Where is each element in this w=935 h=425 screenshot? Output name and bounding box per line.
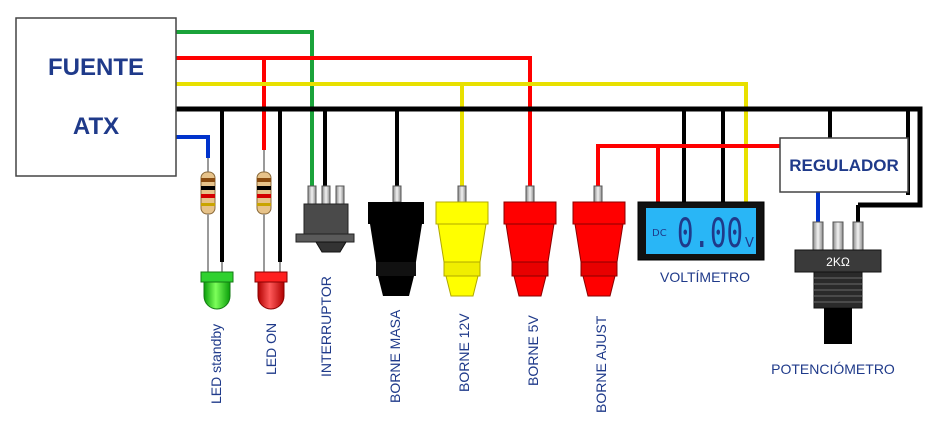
regulator: REGULADOR bbox=[779, 137, 909, 193]
label-post-5v: BORNE 5V bbox=[525, 315, 541, 386]
wire-black-bus bbox=[176, 106, 923, 208]
led-standby bbox=[200, 158, 234, 310]
post-adjust bbox=[572, 185, 626, 297]
voltmeter-value: 0.00 bbox=[677, 211, 743, 257]
psu-label-line1: FUENTE bbox=[48, 54, 144, 81]
voltmeter: DC 0.00 V bbox=[637, 201, 765, 261]
label-post-12v: BORNE 12V bbox=[456, 313, 472, 392]
wire-yellow-main bbox=[176, 82, 748, 202]
label-led-on: LED ON bbox=[263, 323, 279, 375]
post-12v bbox=[435, 185, 489, 297]
post-ground bbox=[368, 185, 424, 296]
resistor-icon bbox=[200, 171, 216, 215]
switch-icon bbox=[295, 185, 355, 253]
regulator-label: REGULADOR bbox=[789, 156, 899, 175]
led-on bbox=[254, 150, 288, 310]
voltmeter-unit: V bbox=[745, 236, 754, 251]
potentiometer-caption: POTENCIÓMETRO bbox=[771, 361, 895, 377]
wire-blue-standby bbox=[176, 135, 210, 158]
potentiometer-rating: 2KΩ bbox=[826, 255, 850, 269]
resistor-icon bbox=[256, 171, 272, 215]
label-post-ground: BORNE MASA bbox=[387, 309, 403, 403]
label-switch: INTERRUPTOR bbox=[318, 276, 334, 377]
label-post-adjust: BORNE AJUST bbox=[593, 315, 609, 413]
label-led-standby: LED standby bbox=[208, 324, 224, 404]
voltmeter-mode: DC bbox=[652, 228, 667, 239]
post-5v bbox=[503, 185, 557, 297]
potentiometer: 2KΩ bbox=[794, 221, 882, 344]
atx-power-supply: FUENTE ATX bbox=[15, 17, 177, 177]
wire-red-main bbox=[176, 56, 532, 192]
wire-green bbox=[176, 30, 314, 190]
voltmeter-caption: VOLTÍMETRO bbox=[660, 269, 750, 285]
wire-red-adjust bbox=[596, 144, 780, 192]
psu-label-line2: ATX bbox=[73, 113, 119, 140]
